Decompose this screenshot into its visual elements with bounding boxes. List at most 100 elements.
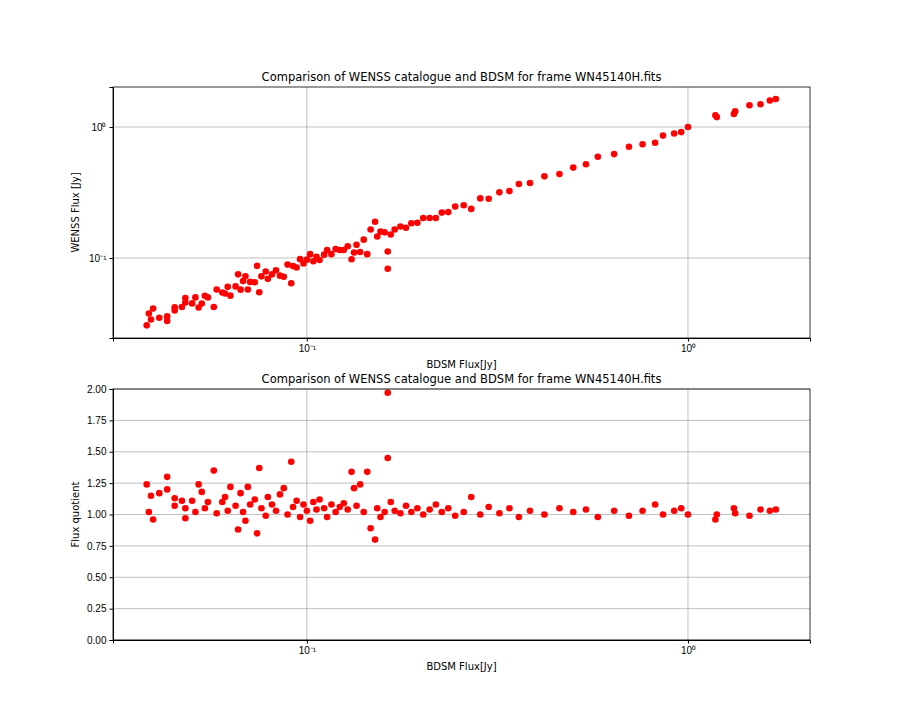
point (171, 502, 178, 509)
point (506, 188, 513, 195)
point (182, 505, 189, 512)
point (364, 469, 371, 476)
point (321, 505, 328, 512)
y-tick: 2.00 (87, 384, 113, 395)
x-axis-line (114, 641, 811, 644)
point (468, 494, 475, 501)
point (211, 467, 218, 474)
point (384, 265, 391, 272)
point (773, 506, 780, 513)
point (351, 485, 358, 492)
point (307, 517, 314, 524)
point (685, 124, 692, 131)
point (150, 305, 157, 312)
point (414, 505, 421, 512)
y-tick-label: 0.50 (87, 572, 107, 583)
point (433, 501, 440, 508)
y-axis-line (110, 88, 114, 339)
point (235, 271, 242, 278)
plot-background (113, 389, 810, 640)
point (156, 490, 163, 497)
point (439, 509, 446, 516)
point (245, 484, 252, 491)
points (143, 389, 779, 542)
point (420, 215, 427, 222)
y-tick-label: 0.75 (87, 541, 107, 552)
point (660, 511, 667, 518)
point (403, 502, 410, 509)
point (439, 209, 446, 216)
y-axis-title: Flux quotient (70, 481, 81, 547)
point (198, 300, 205, 307)
point (767, 97, 774, 104)
point (420, 511, 427, 518)
x-tick: 10⁰ (681, 640, 696, 656)
y-tick-mark (110, 515, 114, 516)
point (171, 495, 178, 502)
y-tick-mark (110, 546, 114, 547)
point (143, 481, 150, 488)
point (626, 512, 633, 519)
point (353, 502, 360, 509)
point (288, 280, 295, 287)
y-tick-mark (110, 640, 114, 641)
point (146, 509, 153, 516)
x-axis-title: BDSM Flux[Jy] (426, 359, 496, 370)
point (148, 316, 155, 323)
point (237, 286, 244, 293)
point (164, 313, 171, 320)
point (506, 505, 513, 512)
point (595, 514, 602, 521)
point (281, 273, 288, 280)
title: Comparison of WENSS catalogue and BDSM f… (262, 70, 662, 84)
point (671, 130, 678, 137)
grid (113, 87, 810, 338)
point (348, 256, 355, 263)
point (256, 465, 263, 472)
point (316, 257, 323, 264)
point (258, 505, 265, 512)
title: Comparison of WENSS catalogue and BDSM f… (262, 372, 662, 386)
y-tick: 1.25 (87, 478, 113, 489)
point (527, 180, 534, 187)
y-tick-label: 10⁰ (91, 122, 106, 133)
point (164, 474, 171, 481)
point (143, 322, 150, 329)
chart-0: 10⁻¹10⁰10⁻¹10⁰Comparison of WENSS catalo… (70, 70, 811, 370)
point (288, 458, 295, 465)
point (251, 279, 258, 286)
point (328, 501, 335, 508)
point (570, 509, 577, 516)
point (300, 501, 307, 508)
y-tick: 0.50 (87, 572, 113, 583)
point (374, 505, 381, 512)
y-tick: 10⁰ (91, 122, 113, 133)
point (340, 500, 347, 507)
point (171, 307, 178, 314)
y-tick: 1.50 (87, 446, 113, 457)
grid-line-y (113, 577, 810, 578)
point (611, 507, 618, 514)
y-tick-label: 1.00 (87, 509, 107, 520)
point (195, 481, 202, 488)
point (671, 507, 678, 514)
figure: 10⁻¹10⁰10⁻¹10⁰Comparison of WENSS catalo… (0, 0, 900, 720)
grid-line-x (306, 87, 307, 338)
point (351, 249, 358, 256)
y-tick-mark (110, 609, 114, 610)
point (372, 218, 379, 225)
point (360, 509, 367, 516)
point (408, 220, 415, 227)
y-tick-label: 0.25 (87, 603, 107, 614)
x-tick-label: 10⁰ (681, 645, 696, 656)
point (556, 171, 563, 178)
point (496, 189, 503, 196)
point (297, 514, 304, 521)
grid-line-y (113, 420, 810, 421)
point (541, 511, 548, 518)
point (767, 507, 774, 514)
point (328, 251, 335, 258)
point (496, 510, 503, 517)
point (426, 506, 433, 513)
point (310, 499, 317, 506)
